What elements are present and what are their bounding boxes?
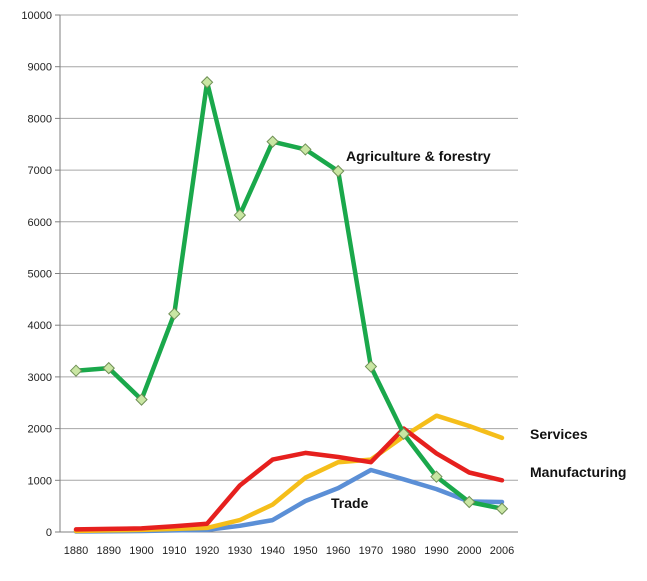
x-tick-label: 1990	[424, 545, 448, 557]
data-point-marker	[135, 393, 148, 406]
series-label-services: Services	[530, 426, 588, 442]
x-tick-label: 1950	[293, 545, 317, 557]
series-line-agriculture-forestry	[73, 79, 505, 511]
data-point-marker	[364, 360, 378, 373]
data-point-marker	[331, 164, 345, 178]
data-point-marker	[102, 361, 115, 375]
x-tick-label: 2000	[457, 545, 481, 557]
series-label-trade: Trade	[331, 495, 369, 511]
y-tick-label: 2000	[28, 424, 52, 436]
y-tick-label: 3000	[28, 372, 52, 384]
axes: 0 1000 2000 3000 4000 5000 6000 7000 8000 9000 100…	[21, 10, 518, 557]
data-point-marker	[233, 208, 247, 222]
data-point-marker	[397, 427, 410, 440]
x-tick-label: 1970	[359, 545, 383, 557]
x-tick-label: 1910	[162, 545, 186, 557]
x-tick-label: 1890	[97, 545, 121, 557]
series-line-manufacturing	[73, 426, 505, 532]
y-tick-label: 9000	[28, 62, 52, 74]
x-tick-label: 1930	[228, 545, 252, 557]
series-group	[69, 76, 509, 534]
x-tick-label: 1940	[260, 545, 284, 557]
data-point-marker	[495, 502, 509, 515]
data-point-marker	[266, 135, 279, 148]
series-labels: Agriculture & forestry Services Manufact…	[331, 148, 626, 511]
x-tick-label: 1920	[195, 545, 219, 557]
x-tick-label: 1880	[64, 545, 88, 557]
y-tick-label: 1000	[28, 475, 52, 487]
series-label-manufacturing: Manufacturing	[530, 464, 626, 480]
x-tick-label: 1900	[129, 545, 153, 557]
data-point-marker	[200, 76, 214, 89]
x-tick-label: 1980	[391, 545, 415, 557]
data-point-marker	[168, 307, 181, 321]
y-tick-label: 7000	[28, 165, 52, 177]
y-tick-label: 4000	[28, 320, 52, 332]
y-tick-label: 0	[46, 527, 52, 539]
y-tick-label: 6000	[28, 217, 52, 229]
data-point-marker	[299, 143, 312, 156]
series-label-agriculture: Agriculture & forestry	[346, 148, 491, 164]
data-point-marker	[463, 495, 476, 509]
grid	[60, 14, 518, 533]
y-tick-label: 5000	[28, 269, 52, 281]
y-tick-label: 10000	[21, 10, 52, 22]
data-point-marker	[69, 364, 83, 377]
x-tick-label: 2006	[490, 545, 514, 557]
x-tick-label: 1960	[326, 545, 350, 557]
y-tick-label: 8000	[28, 113, 52, 125]
data-point-marker	[430, 470, 443, 483]
